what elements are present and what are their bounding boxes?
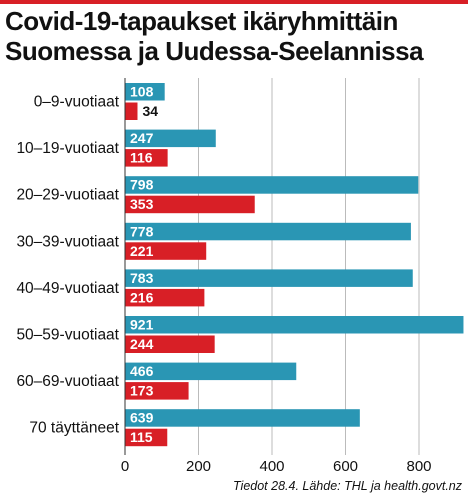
- bar-series-a: [125, 409, 360, 427]
- data-label-series-b: 116: [130, 150, 153, 166]
- x-tick-label: 200: [186, 458, 211, 475]
- data-label-series-b: 244: [130, 336, 154, 352]
- data-label-series-b: 34: [142, 103, 158, 119]
- category-label: 0–9-vuotiaat: [34, 94, 120, 111]
- data-label-series-b: 221: [130, 243, 154, 259]
- top-accent-bar: [0, 0, 468, 4]
- data-label-series-b: 115: [130, 429, 153, 445]
- bar-series-a: [125, 362, 297, 381]
- category-label: 10–19-vuotiaat: [16, 140, 119, 157]
- bar-series-b: [125, 102, 138, 120]
- bar-series-b: [125, 242, 207, 260]
- bar-series-b: [125, 428, 168, 447]
- data-label-series-a: 639: [130, 410, 154, 426]
- data-label-series-a: 466: [130, 363, 154, 379]
- bar-series-b: [125, 195, 255, 214]
- bar-series-a: [125, 83, 165, 101]
- bar-series-a: [125, 222, 411, 241]
- category-label: 40–49-vuotiaat: [16, 280, 119, 297]
- bar-series-b: [125, 149, 168, 167]
- category-label: 70 täyttäneet: [29, 420, 119, 437]
- category-label: 60–69-vuotiaat: [16, 373, 119, 390]
- data-label-series-b: 353: [130, 196, 154, 212]
- data-label-series-b: 173: [130, 383, 154, 399]
- x-tick-label: 800: [406, 458, 431, 475]
- bar-series-a: [125, 269, 413, 287]
- data-label-series-b: 216: [130, 289, 154, 305]
- bar-series-a: [125, 176, 419, 194]
- bar-series-b: [125, 288, 205, 307]
- category-label: 20–29-vuotiaat: [16, 187, 119, 204]
- title-line-1: Covid-19-tapaukset ikäryhmittäin: [5, 6, 398, 36]
- x-tick-label: 400: [259, 458, 284, 475]
- chart-title: Covid-19-tapaukset ikäryhmittäin Suomess…: [5, 6, 465, 66]
- category-label: 50–59-vuotiaat: [16, 327, 119, 344]
- bar-series-a: [125, 129, 216, 148]
- data-label-series-a: 108: [130, 84, 154, 100]
- data-label-series-a: 778: [130, 223, 154, 239]
- data-label-series-a: 783: [130, 270, 154, 286]
- title-line-2: Suomessa ja Uudessa-Seelannissa: [5, 36, 424, 66]
- bar-series-a: [125, 316, 464, 334]
- data-label-series-a: 921: [130, 317, 154, 333]
- source-note: Tiedot 28.4. Lähde: THL ja health.govt.n…: [233, 479, 463, 493]
- x-tick-label: 600: [333, 458, 358, 475]
- data-label-series-a: 247: [130, 130, 154, 146]
- bar-series-b: [125, 335, 215, 353]
- data-label-series-a: 798: [130, 177, 154, 193]
- category-label: 30–39-vuotiaat: [16, 233, 119, 250]
- x-tick-label: 0: [121, 458, 129, 475]
- bar-series-b: [125, 382, 189, 400]
